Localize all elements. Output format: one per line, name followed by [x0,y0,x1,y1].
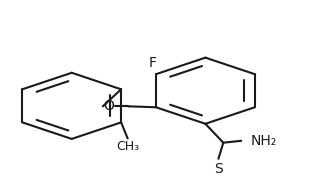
Text: CH₃: CH₃ [116,140,139,153]
Text: S: S [214,162,223,176]
Text: NH₂: NH₂ [251,134,277,148]
Text: F: F [149,56,157,70]
Text: O: O [103,99,114,113]
